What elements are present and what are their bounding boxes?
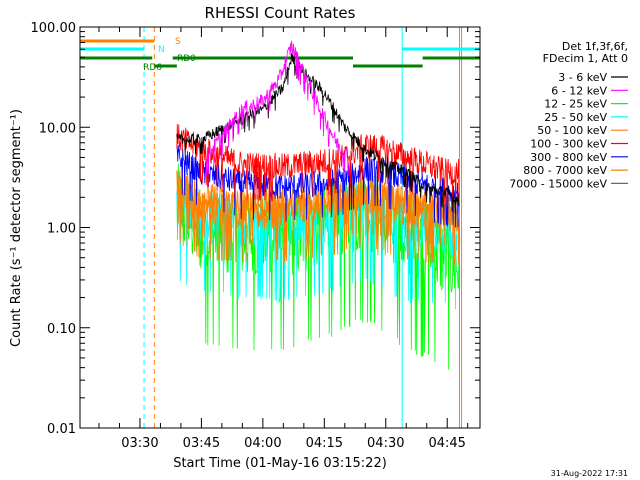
generated-timestamp: 31-Aug-2022 17:31	[550, 469, 628, 478]
legend-item-label: 25 - 50 keV	[544, 111, 607, 124]
x-tick-label: 03:45	[183, 436, 220, 451]
state-label-n: N	[158, 45, 165, 55]
legend-item-label: 7000 - 15000 keV	[509, 177, 607, 190]
state-label-rd6: RD6	[143, 63, 162, 73]
legend-item-label: 12 - 25 keV	[544, 98, 607, 111]
y-tick-label: 0.10	[47, 322, 76, 337]
series-line-100-300keV	[176, 123, 460, 209]
x-tick-label: 04:00	[244, 436, 281, 451]
legend-item-label: 800 - 7000 keV	[523, 164, 607, 177]
y-tick-label: 1.00	[47, 222, 76, 237]
x-axis-label: Start Time (01-May-16 03:15:22)	[173, 456, 387, 471]
y-tick-label: 100.00	[31, 21, 77, 36]
legend-header-line: Det 1f,3f,6f,	[562, 40, 628, 53]
legend-item-label: 50 - 100 keV	[537, 124, 607, 137]
x-tick-label: 03:30	[121, 436, 158, 451]
state-label-rd0: RD0	[177, 54, 196, 64]
y-tick-label: 10.00	[39, 121, 76, 136]
x-tick-label: 04:15	[306, 436, 343, 451]
legend-item-label: 6 - 12 keV	[551, 84, 607, 97]
x-tick-label: 04:30	[367, 436, 404, 451]
y-axis-label: Count Rate (s⁻¹ detector segment⁻¹)	[9, 109, 24, 347]
legend-item-label: 300 - 800 keV	[530, 151, 607, 164]
x-tick-label: 04:45	[428, 436, 465, 451]
state-label-s: S	[175, 37, 181, 47]
legend-item-label: 3 - 6 keV	[558, 71, 607, 84]
legend-item-label: 100 - 300 keV	[530, 138, 607, 151]
legend-header-line: FDecim 1, Att 0	[543, 52, 628, 65]
series-line-6-12keV	[205, 40, 349, 177]
chart-title: RHESSI Count Rates	[205, 4, 356, 22]
y-tick-label: 0.01	[47, 422, 76, 437]
series-line-25-50keV	[176, 177, 460, 310]
